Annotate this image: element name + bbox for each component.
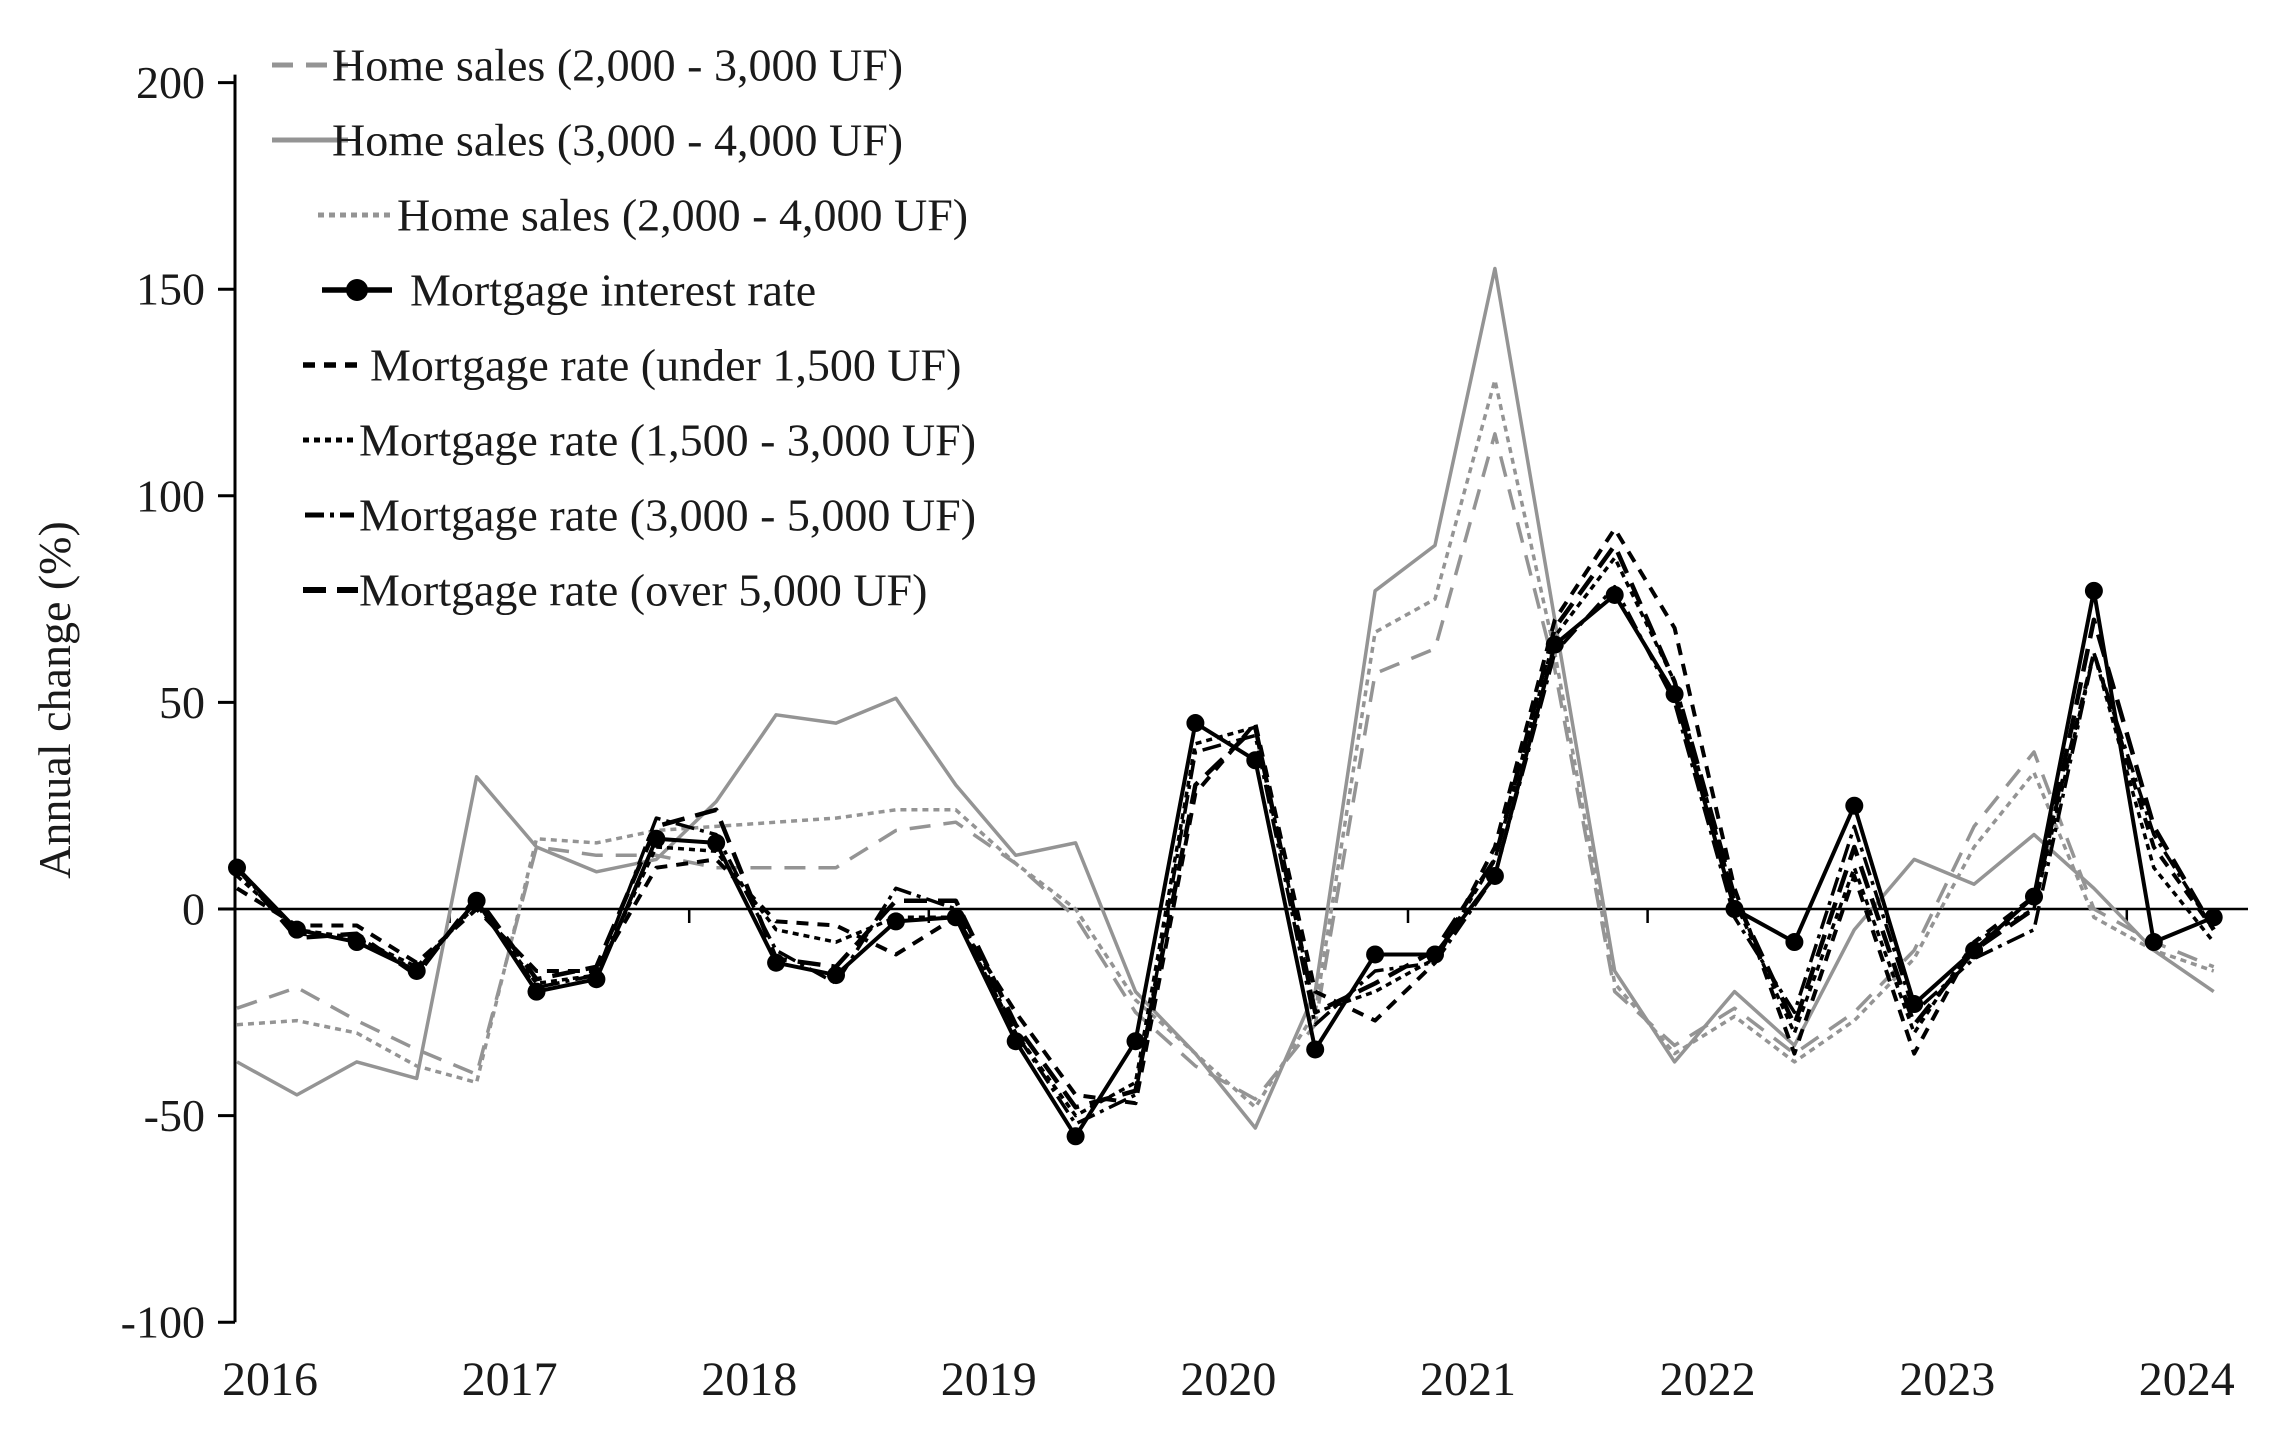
series-marker xyxy=(767,953,786,972)
legend-item-5: Mortgage rate (1,500 - 3,000 UF) xyxy=(303,415,976,466)
legend-label: Mortgage rate (under 1,500 UF) xyxy=(370,340,961,391)
series-line-4 xyxy=(235,556,2216,1118)
series-marker xyxy=(886,912,905,931)
series-marker xyxy=(287,920,306,939)
series-marker xyxy=(1485,866,1504,885)
series-line-2 xyxy=(236,378,2215,1110)
series-marker xyxy=(827,966,845,985)
series-marker xyxy=(2144,933,2163,952)
series-marker xyxy=(347,933,366,952)
legend-item-4: Mortgage rate (under 1,500 UF) xyxy=(303,340,961,391)
series-marker xyxy=(228,858,246,877)
series-marker xyxy=(2204,908,2223,927)
x-tick-label: 2016 xyxy=(222,1353,318,1406)
legend-item-6: Mortgage rate (3,000 - 5,000 UF) xyxy=(305,490,976,541)
legend-label: Home sales (2,000 - 4,000 UF) xyxy=(397,190,968,241)
series-marker xyxy=(946,908,965,927)
series-marker xyxy=(527,982,546,1001)
legend-item-3: Mortgage interest rate xyxy=(322,265,816,316)
x-tick-label: 2019 xyxy=(941,1353,1037,1406)
x-tick-label: 2017 xyxy=(462,1353,558,1406)
y-tick-label: -50 xyxy=(144,1090,205,1141)
series-marker xyxy=(1246,751,1265,770)
legend-marker-sample xyxy=(346,279,368,301)
y-tick-label: 0 xyxy=(182,884,205,935)
series-line-5 xyxy=(235,584,2216,1126)
series-marker xyxy=(1725,900,1744,918)
series-marker xyxy=(1126,1032,1145,1051)
legend-item-0: Home sales (2,000 - 3,000 UF) xyxy=(272,40,903,91)
series-marker xyxy=(1545,635,1564,654)
series-marker xyxy=(1066,1127,1085,1146)
x-tick-label: 2021 xyxy=(1420,1353,1516,1406)
legend-label: Home sales (2,000 - 3,000 UF) xyxy=(332,40,903,91)
legend-item-7: Mortgage rate (over 5,000 UF) xyxy=(303,565,927,616)
x-tick-label: 2022 xyxy=(1660,1353,1756,1406)
series-marker xyxy=(1965,941,1984,960)
series-marker xyxy=(1905,995,1924,1014)
legend-label: Home sales (3,000 - 4,000 UF) xyxy=(332,115,903,166)
legend-item-2: Home sales (2,000 - 4,000 UF) xyxy=(318,190,968,241)
series-marker xyxy=(1605,585,1624,604)
legend-label: Mortgage rate (1,500 - 3,000 UF) xyxy=(359,415,976,466)
x-tick-label: 2023 xyxy=(1899,1353,1995,1406)
legend: Home sales (2,000 - 3,000 UF) Home sales … xyxy=(272,40,976,616)
legend-label: Mortgage interest rate xyxy=(410,265,816,316)
series-marker xyxy=(1366,945,1385,964)
y-tick-label: 50 xyxy=(159,677,205,728)
series-marker xyxy=(1426,945,1444,964)
legend-item-1: Home sales (3,000 - 4,000 UF) xyxy=(272,115,903,166)
series-marker xyxy=(647,829,666,848)
x-tick-label: 2018 xyxy=(701,1353,797,1406)
y-tick-label: 100 xyxy=(136,470,205,521)
series-line-7 xyxy=(235,588,2215,1139)
series-marker xyxy=(1845,796,1864,815)
series-marker xyxy=(467,891,486,910)
series-marker xyxy=(587,970,606,989)
y-tick-label: 150 xyxy=(136,264,205,315)
series-marker xyxy=(407,961,426,980)
series-marker xyxy=(2084,581,2103,600)
y-tick-label: 200 xyxy=(136,57,205,108)
series-marker xyxy=(707,833,726,852)
series-line-1 xyxy=(236,266,2215,1130)
legend-label: Mortgage rate (over 5,000 UF) xyxy=(359,565,927,616)
y-tick-label: -100 xyxy=(121,1297,205,1348)
series-marker xyxy=(1306,1040,1325,1059)
series-marker xyxy=(1665,685,1684,704)
series-line-6 xyxy=(235,543,2216,1110)
legend-label: Mortgage rate (3,000 - 5,000 UF) xyxy=(359,490,976,541)
series-marker xyxy=(2025,887,2043,906)
series-marker xyxy=(1785,933,1804,952)
series-marker xyxy=(1006,1032,1025,1051)
y-axis-title: Annual change (%) xyxy=(29,521,80,879)
series-marker xyxy=(1186,714,1205,733)
x-tick-label: 2024 xyxy=(2139,1353,2235,1406)
x-tick-label: 2020 xyxy=(1180,1353,1276,1406)
